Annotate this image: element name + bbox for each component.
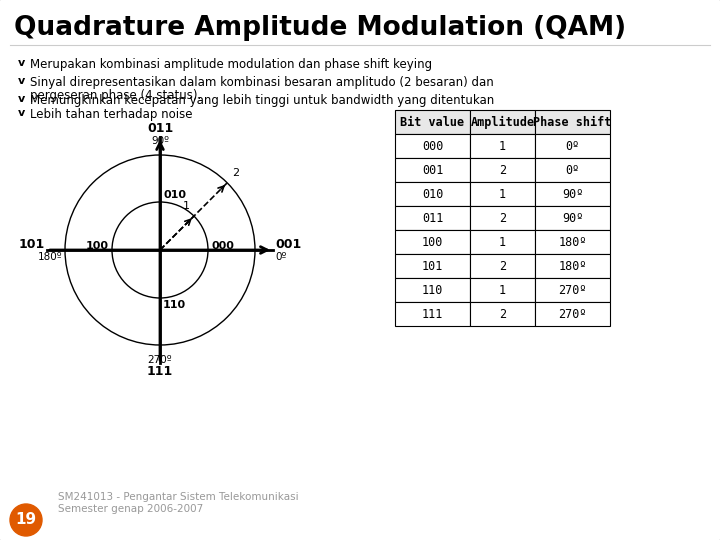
Bar — [535, 110, 610, 134]
Text: v: v — [18, 76, 25, 86]
Text: 011: 011 — [147, 122, 173, 135]
Text: 100: 100 — [422, 235, 444, 248]
Text: 180º: 180º — [558, 260, 587, 273]
Text: 011: 011 — [422, 212, 444, 225]
Bar — [535, 302, 610, 326]
Bar — [395, 182, 470, 206]
Bar — [470, 158, 535, 182]
Bar — [470, 110, 535, 134]
Bar — [395, 206, 470, 230]
Bar — [535, 254, 610, 278]
Text: v: v — [18, 94, 25, 104]
Bar — [470, 134, 535, 158]
Text: Memungkinkan kecepatan yang lebih tinggi untuk bandwidth yang ditentukan: Memungkinkan kecepatan yang lebih tinggi… — [30, 94, 494, 107]
Text: Bit value: Bit value — [400, 116, 464, 129]
Bar — [535, 230, 610, 254]
Text: 90º: 90º — [562, 212, 583, 225]
Bar — [395, 302, 470, 326]
Text: Quadrature Amplitude Modulation (QAM): Quadrature Amplitude Modulation (QAM) — [14, 15, 626, 41]
Text: v: v — [18, 108, 25, 118]
Bar — [535, 206, 610, 230]
Text: 270º: 270º — [148, 355, 172, 365]
Text: 2: 2 — [499, 212, 506, 225]
Bar — [470, 206, 535, 230]
Text: pergeseran phase (4 status).: pergeseran phase (4 status). — [30, 89, 202, 102]
Text: Amplitude: Amplitude — [470, 116, 534, 129]
Text: Sinyal direpresentasikan dalam kombinasi besaran amplitudo (2 besaran) dan: Sinyal direpresentasikan dalam kombinasi… — [30, 76, 494, 89]
Text: 1: 1 — [499, 139, 506, 152]
Bar — [395, 278, 470, 302]
Bar — [395, 158, 470, 182]
Text: 90º: 90º — [562, 187, 583, 200]
Text: 000: 000 — [422, 139, 444, 152]
Bar — [470, 254, 535, 278]
Text: 001: 001 — [275, 239, 301, 252]
Text: 2: 2 — [499, 260, 506, 273]
Circle shape — [10, 504, 42, 536]
Bar — [470, 182, 535, 206]
Text: SM241013 - Pengantar Sistem Telekomunikasi
Semester genap 2006-2007: SM241013 - Pengantar Sistem Telekomunika… — [58, 492, 299, 514]
Bar — [470, 278, 535, 302]
Bar — [395, 110, 470, 134]
Text: Merupakan kombinasi amplitude modulation dan phase shift keying: Merupakan kombinasi amplitude modulation… — [30, 58, 432, 71]
Bar — [395, 254, 470, 278]
Text: 2: 2 — [499, 164, 506, 177]
Bar — [535, 278, 610, 302]
Text: 180º: 180º — [37, 252, 62, 262]
Text: 2: 2 — [232, 168, 239, 178]
Text: 101: 101 — [19, 239, 45, 252]
Text: 19: 19 — [15, 512, 37, 528]
Text: Phase shift: Phase shift — [534, 116, 612, 129]
Text: Lebih tahan terhadap noise: Lebih tahan terhadap noise — [30, 108, 192, 121]
Text: 270º: 270º — [558, 284, 587, 296]
Bar — [470, 230, 535, 254]
Text: 1: 1 — [182, 201, 189, 211]
Text: 111: 111 — [147, 365, 173, 378]
Text: 1: 1 — [499, 235, 506, 248]
Bar — [395, 134, 470, 158]
Text: 111: 111 — [422, 307, 444, 321]
Text: 100: 100 — [86, 241, 109, 251]
Bar — [470, 302, 535, 326]
Text: 0º: 0º — [275, 252, 287, 262]
Text: 270º: 270º — [558, 307, 587, 321]
Text: 101: 101 — [422, 260, 444, 273]
Text: 180º: 180º — [558, 235, 587, 248]
Text: 010: 010 — [163, 190, 186, 200]
Bar — [395, 230, 470, 254]
Text: 010: 010 — [422, 187, 444, 200]
Text: 1: 1 — [499, 187, 506, 200]
Text: 0º: 0º — [565, 139, 580, 152]
Bar — [535, 182, 610, 206]
Text: 0º: 0º — [565, 164, 580, 177]
Text: 2: 2 — [499, 307, 506, 321]
Text: 110: 110 — [422, 284, 444, 296]
Text: 110: 110 — [163, 300, 186, 310]
Text: v: v — [18, 58, 25, 68]
Bar — [535, 134, 610, 158]
Text: 000: 000 — [211, 241, 234, 251]
Text: 90º: 90º — [151, 136, 169, 146]
Text: 001: 001 — [422, 164, 444, 177]
Text: 1: 1 — [499, 284, 506, 296]
Bar — [535, 158, 610, 182]
